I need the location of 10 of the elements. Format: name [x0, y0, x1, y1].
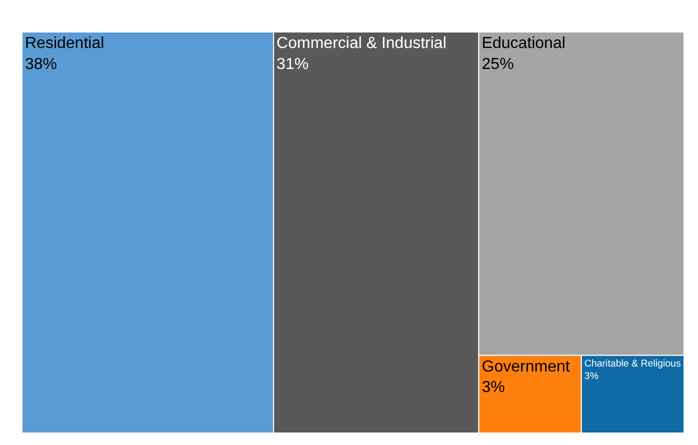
category-label: Charitable & Religious — [584, 358, 681, 370]
data-label: 3% — [482, 379, 505, 396]
category-label: Residential — [25, 35, 104, 52]
data-label: 25% — [482, 56, 514, 73]
category-label: Educational — [482, 35, 566, 52]
category-label: Government — [482, 358, 570, 376]
category-label: Commercial & Industrial — [276, 35, 446, 52]
data-label: 3% — [584, 371, 599, 382]
data-label: 31% — [276, 56, 309, 73]
data-label: 38% — [25, 56, 58, 73]
